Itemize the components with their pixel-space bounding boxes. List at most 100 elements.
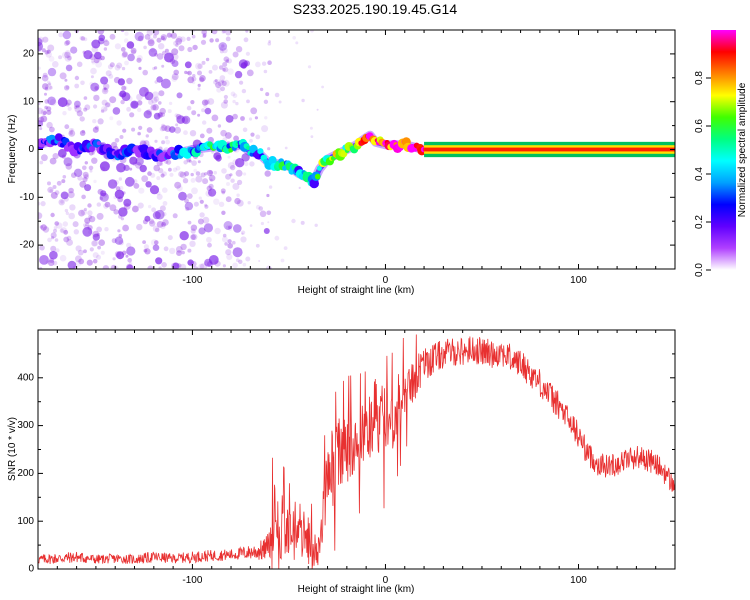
noise-speckle [91,240,98,247]
ridge-point [316,165,322,171]
noise-speckle [226,253,233,260]
noise-speckle [158,90,165,97]
noise-speckle [136,55,143,61]
noise-speckle [184,70,188,75]
noise-speckle [309,126,313,130]
noise-speckle [258,206,264,211]
y-tick-label: 400 [17,372,34,383]
noise-speckle [51,236,55,240]
noise-speckle [227,155,231,159]
noise-speckle [154,139,158,143]
noise-speckle [80,80,85,86]
noise-speckle [208,255,219,265]
noise-speckle [114,236,124,245]
noise-speckle [113,209,119,215]
noise-speckle [139,164,147,173]
noise-speckle [72,221,79,228]
noise-speckle [161,171,167,177]
noise-speckle [146,109,153,115]
noise-speckle [165,139,171,145]
noise-speckle [44,50,49,55]
noise-speckle [195,62,202,70]
noise-speckle [245,51,250,56]
noise-speckle [161,64,165,68]
noise-speckle [117,78,125,86]
noise-speckle [182,178,189,184]
noise-speckle [225,132,232,139]
noise-speckle [227,239,232,244]
noise-speckle [74,83,80,89]
noise-speckle [191,34,196,39]
noise-speckle [87,203,92,208]
noise-speckle [46,49,51,54]
noise-speckle [120,47,126,52]
noise-speckle [118,240,124,246]
noise-speckle [247,201,251,205]
noise-speckle [47,67,57,77]
noise-speckle [215,38,220,43]
noise-speckle [47,181,51,186]
noise-speckle [101,87,109,95]
noise-speckle [201,60,206,65]
noise-speckle [236,193,240,197]
noise-speckle [200,39,207,45]
noise-speckle [53,228,57,233]
noise-speckle [145,96,149,100]
noise-speckle [143,110,152,119]
noise-speckle [46,110,52,115]
noise-speckle [235,169,243,177]
noise-speckle [211,30,218,35]
noise-speckle [187,46,193,53]
noise-speckle [64,124,70,130]
noise-speckle [137,131,141,136]
noise-speckle [174,113,179,118]
noise-speckle [100,190,107,197]
noise-speckle [119,90,127,98]
noise-speckle [230,178,235,183]
noise-speckle [186,36,191,42]
colorbar-gradient [711,30,736,270]
noise-speckle [44,105,48,110]
noise-speckle [191,233,198,241]
noise-speckle [234,197,241,205]
noise-speckle [230,164,236,171]
noise-speckle [93,104,98,109]
noise-speckle [156,37,162,43]
noise-speckle [126,106,131,112]
noise-speckle [183,160,188,165]
x-tick-label: 100 [570,275,587,286]
noise-speckle [48,259,55,266]
noise-speckle [155,209,165,220]
noise-speckle [109,204,117,212]
y-tick-label: 0 [28,144,34,155]
noise-speckle [204,203,208,207]
noise-speckle [109,116,114,121]
noise-speckle [83,96,88,100]
noise-speckle [249,224,253,227]
noise-speckle [78,258,85,265]
noise-speckle [39,127,43,131]
noise-speckle [58,32,64,38]
noise-speckle [280,258,285,263]
noise-speckle [216,87,222,93]
noise-speckle [83,37,88,42]
noise-speckle [38,66,41,70]
noise-speckle [255,204,261,210]
noise-speckle [208,70,213,74]
noise-speckle [94,125,99,130]
noise-speckle [107,179,118,189]
spectrogram-y-label: Frequency (Hz) [7,115,18,184]
noise-speckle [103,87,107,91]
spectrogram-x-label: Height of straight line (km) [298,285,415,296]
noise-speckle [38,37,43,47]
noise-speckle [206,236,212,243]
noise-speckle [45,83,52,91]
noise-speckle [56,222,63,229]
noise-speckle [144,215,151,222]
noise-speckle [148,218,155,224]
noise-speckle [208,183,214,189]
noise-speckle [79,130,86,136]
noise-speckle [172,213,178,219]
noise-speckle [121,52,128,59]
noise-speckle [175,123,179,127]
